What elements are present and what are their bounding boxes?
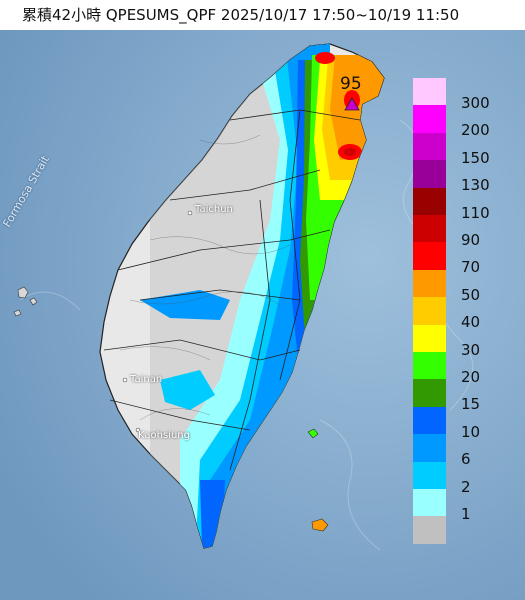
- legend-swatch: [413, 297, 446, 325]
- legend-row: 50: [413, 269, 513, 304]
- legend-row: 110: [413, 187, 513, 222]
- legend-swatch: [413, 78, 446, 106]
- legend-row: 300: [413, 78, 513, 112]
- legend-swatch: [413, 324, 446, 352]
- rainfall-legend: 300 200 150 130 110 90 70 50 40 30 20: [413, 78, 513, 573]
- legend-row: 20: [413, 352, 513, 386]
- legend-swatch: [413, 269, 446, 298]
- legend-row: 1: [413, 489, 513, 523]
- city-dot-tainan: [122, 377, 128, 383]
- legend-label: 150: [461, 148, 490, 167]
- county-boundaries: [103, 109, 361, 471]
- legend-row: 10: [413, 406, 513, 441]
- legend-swatch: [413, 187, 446, 215]
- legend-row: [413, 516, 513, 544]
- green-island: [307, 428, 319, 439]
- legend-row: 90: [413, 215, 513, 249]
- legend-swatch: [413, 105, 446, 133]
- kaohsiung-label: Kaohsiung: [138, 430, 190, 441]
- legend-row: 2: [413, 461, 513, 496]
- legend-label: 2: [461, 477, 471, 496]
- legend-label: 20: [461, 368, 481, 386]
- legend-row: 150: [413, 132, 513, 167]
- legend-label: 15: [461, 395, 481, 414]
- legend-row: 70: [413, 242, 513, 276]
- river-network: [119, 134, 291, 421]
- legend-label: 40: [461, 313, 481, 332]
- max-rainfall-value: 95: [340, 74, 362, 94]
- legend-swatch: [413, 352, 446, 380]
- city-dot-kaohsiung: [135, 427, 141, 433]
- legend-row: 40: [413, 297, 513, 331]
- legend-label: 200: [461, 121, 490, 140]
- legend-swatch: [413, 160, 446, 188]
- legend-swatch: [413, 215, 446, 243]
- legend-label: 6: [461, 450, 471, 469]
- legend-row: 6: [413, 434, 513, 468]
- legend-swatch: [413, 461, 446, 489]
- legend-swatch: [413, 406, 446, 435]
- legend-swatch: [413, 379, 446, 407]
- legend-label: 50: [461, 285, 481, 304]
- legend-label: 300: [461, 94, 490, 112]
- legend-row: 15: [413, 379, 513, 413]
- orchid-island: [311, 518, 329, 532]
- legend-row: 30: [413, 324, 513, 359]
- legend-row: 130: [413, 160, 513, 194]
- legend-label: 130: [461, 176, 490, 195]
- penghu-islands: [13, 286, 38, 317]
- legend-label: 1: [461, 505, 471, 523]
- legend-swatch: [413, 516, 446, 544]
- legend-swatch: [413, 489, 446, 517]
- max-rainfall-marker-icon: [344, 97, 360, 111]
- taichung-label: Taichun: [195, 204, 233, 215]
- legend-swatch: [413, 242, 446, 270]
- legend-label: 90: [461, 231, 481, 249]
- legend-label: 30: [461, 340, 481, 359]
- legend-swatch: [413, 132, 446, 161]
- map-title: 累積42小時 QPESUMS_QPF 2025/10/17 17:50~10/1…: [0, 0, 525, 30]
- legend-row: 200: [413, 105, 513, 139]
- tainan-label: Tainan: [130, 374, 163, 385]
- legend-label: 110: [461, 203, 490, 222]
- legend-label: 70: [461, 258, 481, 277]
- legend-swatch: [413, 434, 446, 462]
- legend-label: 10: [461, 422, 481, 441]
- city-dot-taichung: [187, 210, 193, 216]
